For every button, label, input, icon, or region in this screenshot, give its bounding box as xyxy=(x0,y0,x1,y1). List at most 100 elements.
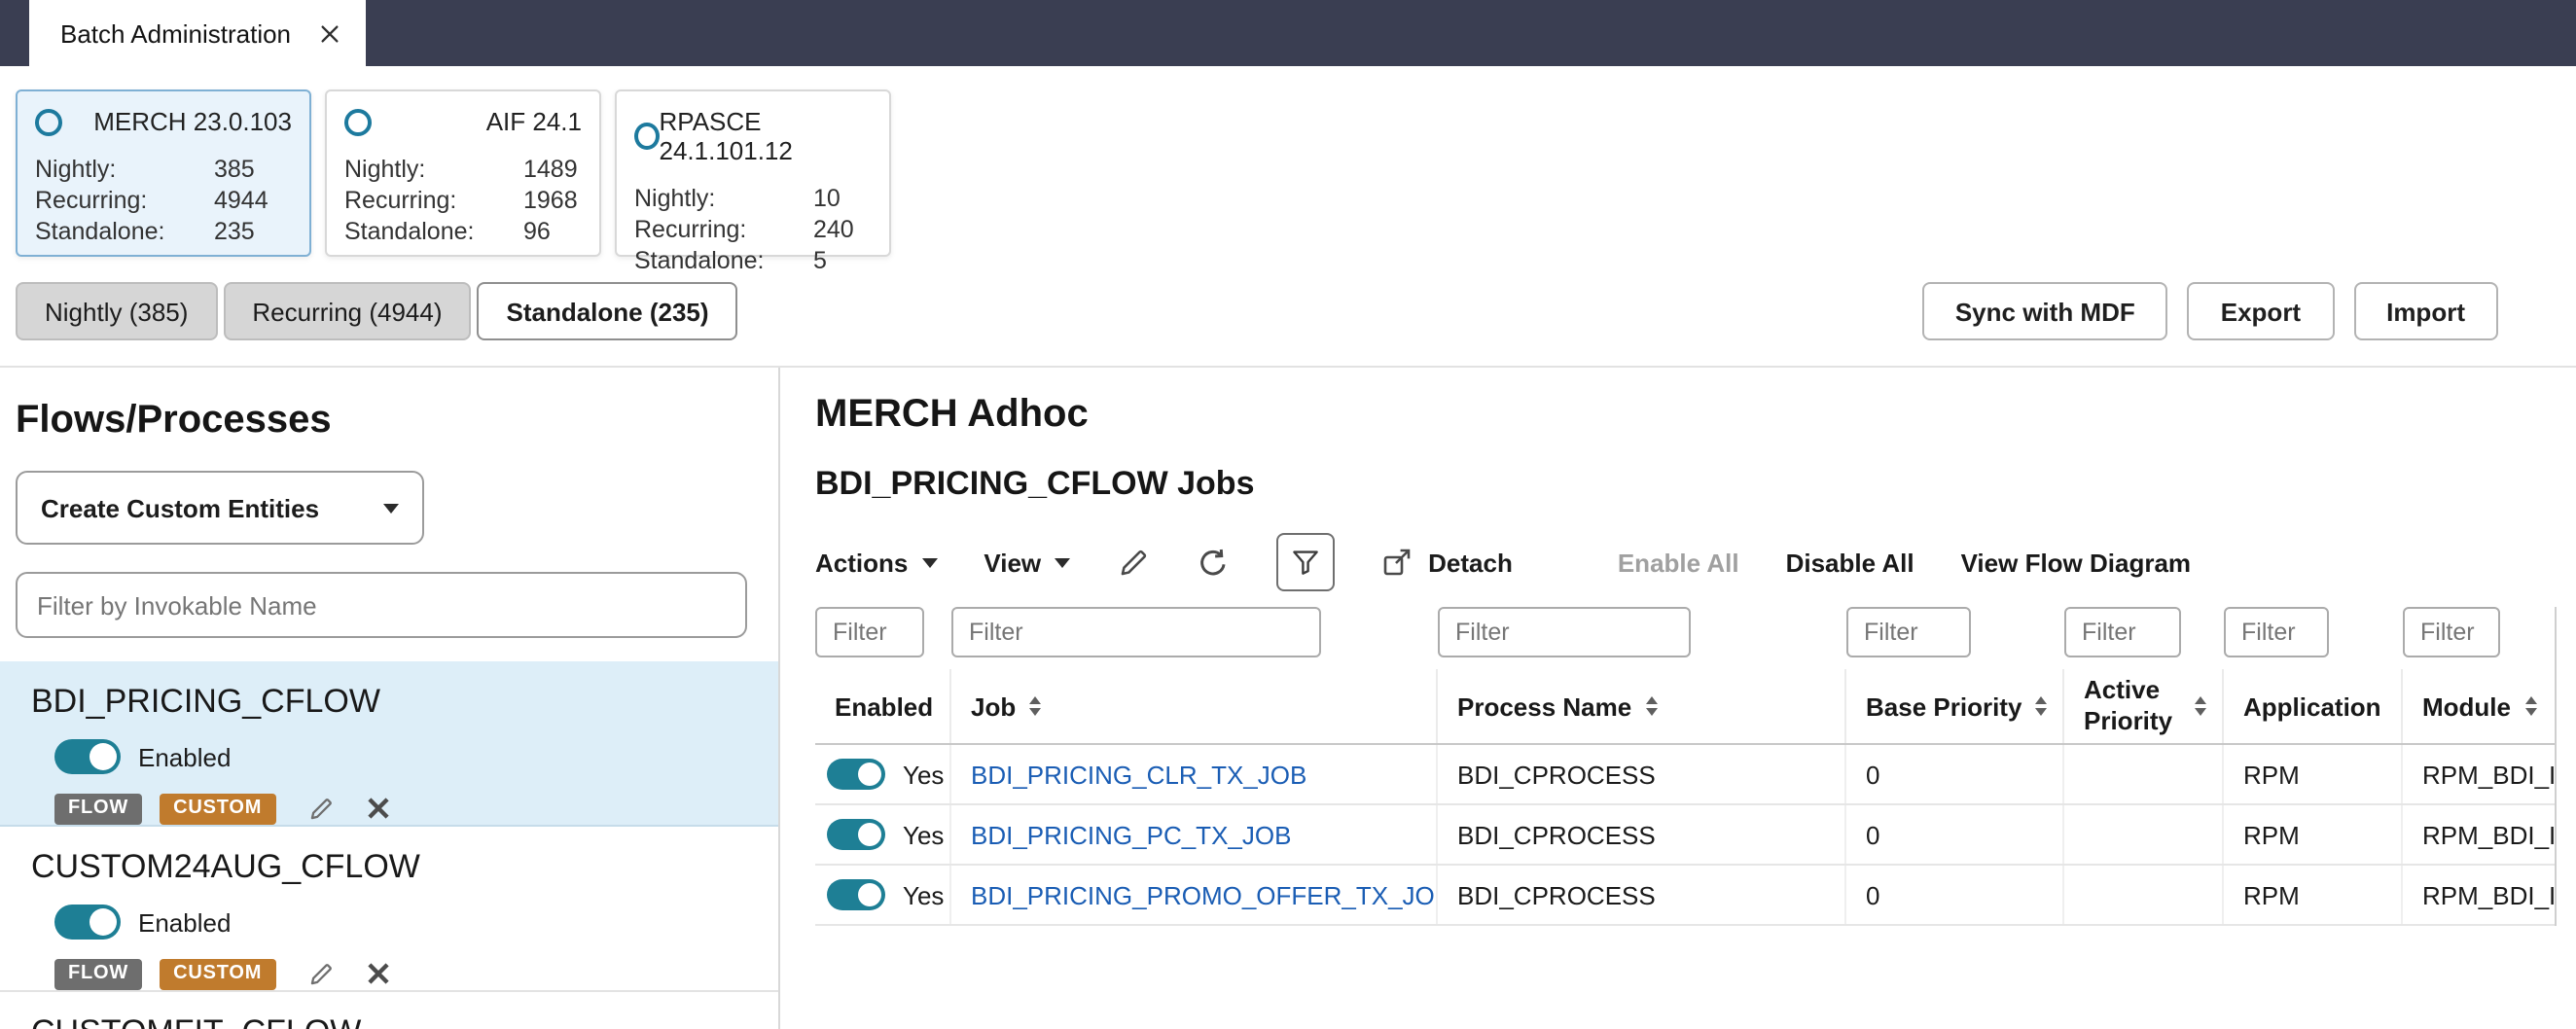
sort-icon[interactable] xyxy=(2195,696,2206,716)
flow-item-customfit-cflow[interactable]: CUSTOMFIT_CFLOW xyxy=(0,992,778,1029)
column-header-module[interactable]: Module xyxy=(2403,669,2555,743)
disable-all-button[interactable]: Disable All xyxy=(1785,548,1914,577)
sync-with-mdf-button[interactable]: Sync with MDF xyxy=(1921,282,2168,340)
schedule-card-merch[interactable]: MERCH 23.0.103 Nightly: 385 Recurring: 494… xyxy=(16,89,311,257)
module-cell: RPM_BDI_I... xyxy=(2403,866,2555,924)
metric-label: Nightly: xyxy=(35,156,117,183)
column-filter-row xyxy=(815,607,2555,657)
job-link[interactable]: BDI_PRICING_PROMO_OFFER_TX_JOB xyxy=(971,880,1438,909)
detach-button[interactable]: Detach xyxy=(1381,547,1513,578)
edit-flow-icon[interactable] xyxy=(306,795,334,822)
module-cell: RPM_BDI_I... xyxy=(2403,805,2555,864)
enabled-cell: Yes xyxy=(815,805,951,864)
tab-standalone[interactable]: Standalone (235) xyxy=(477,282,738,340)
filter-enabled-input[interactable] xyxy=(815,607,924,657)
job-enabled-toggle[interactable] xyxy=(827,759,885,790)
filter-job-input[interactable] xyxy=(951,607,1321,657)
base-priority-cell: 0 xyxy=(1846,866,2064,924)
detach-icon xyxy=(1383,549,1411,576)
chevron-down-icon xyxy=(1055,557,1071,567)
job-link[interactable]: BDI_PRICING_PC_TX_JOB xyxy=(971,820,1292,849)
column-header-job[interactable]: Job xyxy=(951,669,1438,743)
process-name-cell: BDI_CPROCESS xyxy=(1438,866,1846,924)
schedule-card-aif[interactable]: AIF 24.1 Nightly: 1489 Recurring: 1968 Sta… xyxy=(325,89,601,257)
schedule-status-icon xyxy=(35,108,62,135)
delete-flow-icon[interactable] xyxy=(365,796,390,821)
sort-icon[interactable] xyxy=(1645,696,1658,716)
view-menu[interactable]: View xyxy=(984,548,1071,577)
metric-label: Recurring: xyxy=(35,187,148,214)
column-header-application: Application xyxy=(2224,669,2403,743)
enabled-value: Yes xyxy=(903,820,945,849)
filter-toggle-button[interactable] xyxy=(1276,533,1336,591)
filter-process-name-input[interactable] xyxy=(1438,607,1691,657)
column-header-base-priority[interactable]: Base Priority xyxy=(1846,669,2064,743)
sort-icon[interactable] xyxy=(2035,696,2048,716)
filter-module-input[interactable] xyxy=(2403,607,2500,657)
tab-batch-administration[interactable]: Batch Administration xyxy=(29,0,366,66)
export-button[interactable]: Export xyxy=(2187,282,2335,340)
metric-label: Standalone: xyxy=(634,247,765,274)
metric-label: Recurring: xyxy=(344,187,457,214)
tab-nightly[interactable]: Nightly (385) xyxy=(16,282,218,340)
filter-application-input[interactable] xyxy=(2224,607,2329,657)
column-header-active-priority[interactable]: Active Priority xyxy=(2064,669,2224,743)
table-row[interactable]: Yes BDI_PRICING_PC_TX_JOB BDI_CPROCESS 0… xyxy=(815,805,2555,866)
import-button[interactable]: Import xyxy=(2353,282,2498,340)
schedule-status-icon xyxy=(344,108,372,135)
create-custom-entities-dropdown[interactable]: Create Custom Entities xyxy=(16,471,424,545)
delete-flow-icon[interactable] xyxy=(365,961,390,986)
flow-item-bdi-pricing-cflow[interactable]: BDI_PRICING_CFLOW Enabled FLOW CUSTOM xyxy=(0,661,778,827)
schedule-card-title: MERCH 23.0.103 xyxy=(93,107,292,136)
jobs-heading: BDI_PRICING_CFLOW Jobs xyxy=(815,465,1255,502)
detach-label: Detach xyxy=(1428,548,1513,577)
metric-value: 96 xyxy=(523,218,551,245)
job-enabled-toggle[interactable] xyxy=(827,879,885,910)
actions-menu[interactable]: Actions xyxy=(815,548,938,577)
column-header-process-name[interactable]: Process Name xyxy=(1438,669,1846,743)
base-priority-cell: 0 xyxy=(1846,745,2064,803)
flow-enabled-toggle[interactable] xyxy=(54,739,121,774)
flow-enabled-label: Enabled xyxy=(138,742,232,771)
edit-flow-icon[interactable] xyxy=(306,960,334,987)
custom-badge: CUSTOM xyxy=(160,793,276,824)
flow-name: CUSTOMFIT_CFLOW xyxy=(31,1011,755,1029)
content-area: Flows/Processes Create Custom Entities B… xyxy=(0,366,2576,1029)
view-menu-label: View xyxy=(984,548,1042,577)
jobs-panel: MERCH Adhoc BDI_PRICING_CFLOW Jobs Actio… xyxy=(780,368,2576,1029)
application-cell: RPM xyxy=(2224,805,2403,864)
table-row[interactable]: Yes BDI_PRICING_PROMO_OFFER_TX_JOB BDI_C… xyxy=(815,866,2555,926)
flow-item-custom24aug-cflow[interactable]: CUSTOM24AUG_CFLOW Enabled FLOW CUSTOM xyxy=(0,827,778,992)
schedule-heading: MERCH Adhoc xyxy=(815,393,1089,436)
enabled-value: Yes xyxy=(903,880,945,909)
flow-filter-input[interactable] xyxy=(16,572,747,638)
active-priority-cell xyxy=(2064,745,2224,803)
close-icon[interactable] xyxy=(318,22,340,44)
flow-name: CUSTOM24AUG_CFLOW xyxy=(31,848,420,885)
job-link[interactable]: BDI_PRICING_CLR_TX_JOB xyxy=(971,760,1307,789)
sort-icon[interactable] xyxy=(2524,696,2536,716)
flow-list: BDI_PRICING_CFLOW Enabled FLOW CUSTOM xyxy=(0,661,778,1029)
module-cell: RPM_BDI_I... xyxy=(2403,745,2555,803)
metric-label: Nightly: xyxy=(344,156,426,183)
flow-enabled-label: Enabled xyxy=(138,907,232,937)
tab-recurring[interactable]: Recurring (4944) xyxy=(223,282,472,340)
sort-icon[interactable] xyxy=(1029,696,1042,716)
filter-active-priority-input[interactable] xyxy=(2064,607,2181,657)
enable-all-button[interactable]: Enable All xyxy=(1617,548,1739,577)
refresh-icon[interactable] xyxy=(1197,546,1230,579)
filter-base-priority-input[interactable] xyxy=(1846,607,1971,657)
table-row[interactable]: Yes BDI_PRICING_CLR_TX_JOB BDI_CPROCESS … xyxy=(815,745,2555,805)
actions-menu-label: Actions xyxy=(815,548,909,577)
jobs-table: Enabled Job Process Name Base Priority A… xyxy=(815,607,2557,926)
schedule-card-rpasce[interactable]: RPASCE 24.1.101.12 Nightly: 10 Recurring:… xyxy=(615,89,891,274)
application-cell: RPM xyxy=(2224,745,2403,803)
view-flow-diagram-button[interactable]: View Flow Diagram xyxy=(1960,548,2192,577)
metric-value: 240 xyxy=(813,216,854,243)
chevron-down-icon xyxy=(383,503,399,513)
job-enabled-toggle[interactable] xyxy=(827,819,885,850)
edit-icon[interactable] xyxy=(1117,546,1150,579)
flow-enabled-toggle[interactable] xyxy=(54,905,121,940)
flow-type-badge: FLOW xyxy=(54,793,143,824)
